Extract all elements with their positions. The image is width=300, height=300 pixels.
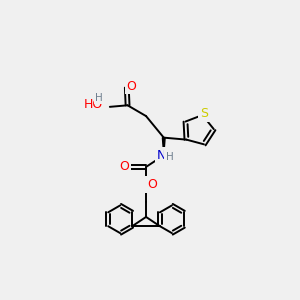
Text: H: H: [166, 152, 174, 162]
Text: HO: HO: [84, 98, 103, 111]
Text: S: S: [200, 107, 208, 120]
Text: O: O: [127, 80, 136, 92]
Polygon shape: [162, 138, 165, 155]
Text: H: H: [95, 93, 103, 103]
Text: O: O: [147, 178, 157, 191]
Text: O: O: [119, 160, 129, 173]
Text: N: N: [157, 149, 166, 162]
